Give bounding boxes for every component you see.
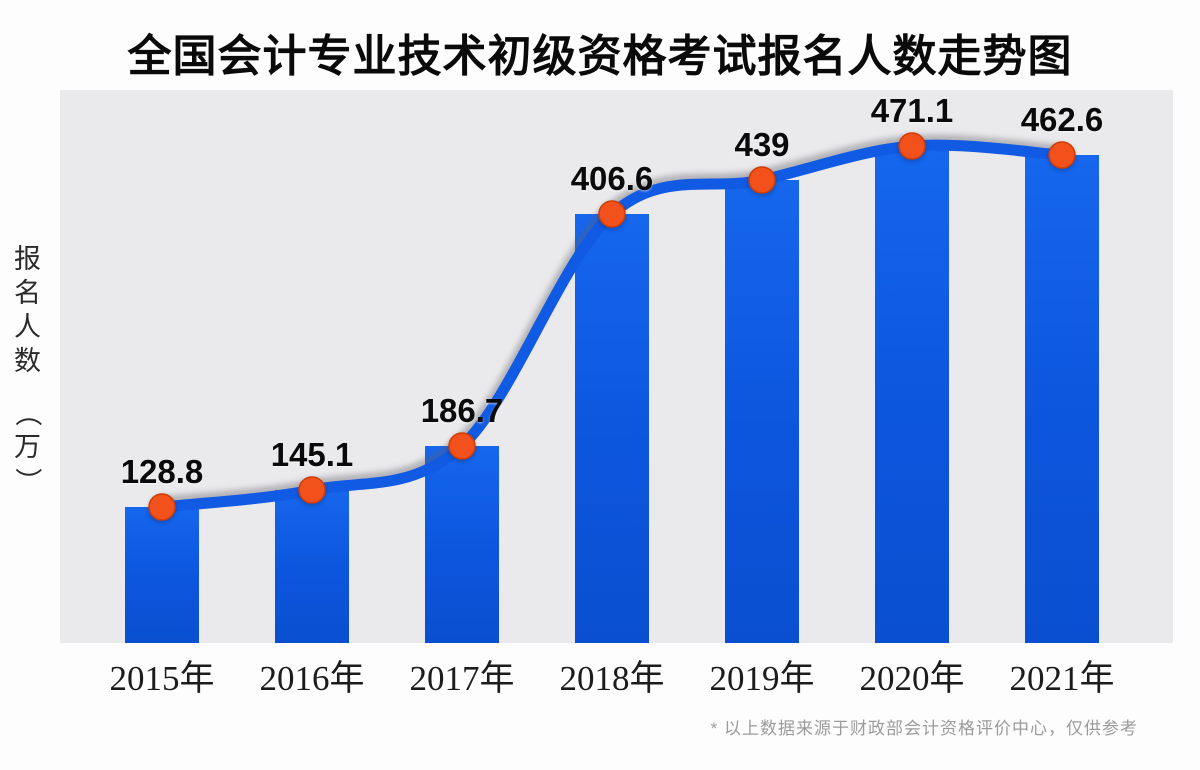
data-label: 439 — [734, 126, 790, 163]
x-axis: 2015年 2016年 2017年 2018年 2019年 2020年 2021年 — [0, 650, 1200, 698]
bar-2021年 — [1025, 155, 1099, 643]
x-axis-label: 2018年 — [559, 659, 665, 698]
x-axis-label: 2016年 — [259, 659, 365, 698]
bar-2016年 — [275, 490, 349, 643]
data-label: 462.6 — [1020, 101, 1104, 138]
plot-area: 128.8 145.1 186.7 406.6 439 471.1 462.6 — [60, 90, 1173, 643]
x-axis-label: 2021年 — [1009, 659, 1115, 698]
x-axis-label: 2015年 — [109, 659, 215, 698]
y-axis-label-char: （ — [12, 399, 43, 427]
bar-2015年 — [125, 507, 199, 643]
x-axis-label: 2019年 — [709, 659, 815, 698]
y-axis-label-char: 数 — [14, 346, 41, 376]
y-axis-label: 报名人数 （ 万 ） — [13, 242, 43, 498]
x-axis-label: 2020年 — [859, 659, 965, 698]
chart-title: 全国会计专业技术初级资格考试报名人数走势图 — [127, 32, 1073, 81]
y-axis-label-char: ） — [12, 467, 43, 495]
bar-2018年 — [575, 214, 649, 643]
y-axis-label-char: 名 — [14, 278, 41, 308]
data-label: 145.1 — [270, 436, 354, 473]
y-axis-label-char: 万 — [14, 432, 41, 462]
y-axis-label-char: 人 — [14, 312, 41, 342]
x-axis-label: 2017年 — [409, 659, 515, 698]
footnote: * 以上数据来源于财政部会计资格评价中心，仅供参考 — [710, 719, 1138, 738]
bar-2019年 — [725, 180, 799, 643]
data-label: 186.7 — [420, 392, 504, 429]
data-label: 128.8 — [120, 453, 204, 490]
data-label: 471.1 — [870, 92, 954, 129]
y-axis-label-char: 报 — [14, 244, 41, 274]
bar-2017年 — [425, 446, 499, 643]
bar-2020年 — [875, 146, 949, 643]
data-label: 406.6 — [570, 160, 654, 197]
